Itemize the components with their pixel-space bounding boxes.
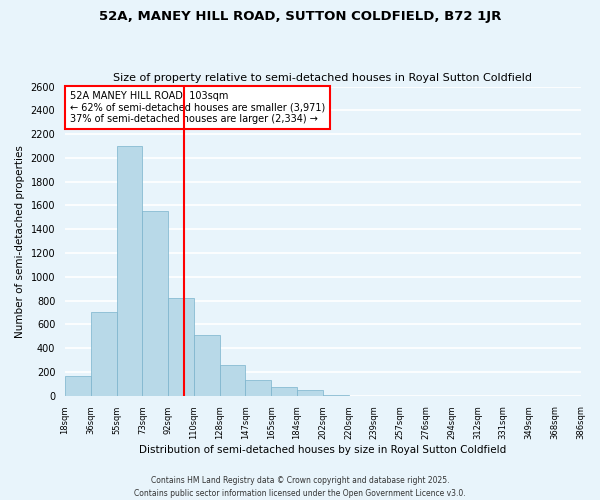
Bar <box>168 298 194 396</box>
Text: 52A MANEY HILL ROAD: 103sqm
← 62% of semi-detached houses are smaller (3,971)
37: 52A MANEY HILL ROAD: 103sqm ← 62% of sem… <box>70 91 325 124</box>
Text: Contains HM Land Registry data © Crown copyright and database right 2025.
Contai: Contains HM Land Registry data © Crown c… <box>134 476 466 498</box>
Bar <box>142 212 168 396</box>
Bar <box>297 390 323 396</box>
Text: 52A, MANEY HILL ROAD, SUTTON COLDFIELD, B72 1JR: 52A, MANEY HILL ROAD, SUTTON COLDFIELD, … <box>99 10 501 23</box>
Bar <box>65 376 91 396</box>
X-axis label: Distribution of semi-detached houses by size in Royal Sutton Coldfield: Distribution of semi-detached houses by … <box>139 445 506 455</box>
Bar <box>245 380 271 396</box>
Title: Size of property relative to semi-detached houses in Royal Sutton Coldfield: Size of property relative to semi-detach… <box>113 73 532 83</box>
Bar <box>194 335 220 396</box>
Bar <box>91 312 116 396</box>
Bar <box>220 366 245 396</box>
Bar <box>323 394 349 396</box>
Bar <box>271 387 297 396</box>
Y-axis label: Number of semi-detached properties: Number of semi-detached properties <box>15 144 25 338</box>
Bar <box>116 146 142 396</box>
